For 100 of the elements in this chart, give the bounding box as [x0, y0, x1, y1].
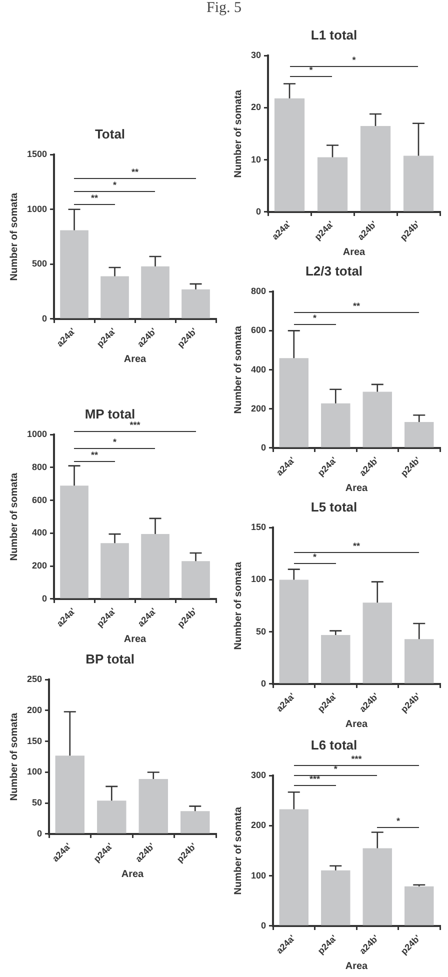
chart-title: L2/3 total	[305, 263, 363, 278]
significance-bracket: *	[290, 66, 332, 77]
annotation: *	[351, 54, 357, 65]
x-axis-title: Area	[124, 634, 147, 645]
x-axis-title: Area	[121, 868, 144, 880]
y-tick-label: 200	[250, 403, 266, 414]
y-tick-label: 800	[250, 286, 266, 296]
y-tick-label: 0	[42, 593, 48, 604]
annotation: **	[90, 450, 100, 460]
bar	[97, 800, 126, 834]
bar	[55, 756, 84, 834]
y-axis-title: Number of somata	[8, 712, 20, 801]
annotation: *	[312, 552, 318, 562]
bar	[100, 543, 129, 598]
significance-bracket: ***	[74, 421, 196, 432]
annotation: **	[130, 166, 140, 177]
significance-bracket: ***	[294, 774, 336, 786]
y-tick-label: 500	[32, 258, 48, 269]
significance-bracket: ***	[294, 755, 420, 766]
y-tick-label: 20	[250, 102, 262, 112]
annotation: *	[312, 313, 318, 324]
significance-bracket: **	[74, 194, 115, 205]
y-tick-label: 0	[256, 206, 262, 216]
bar	[182, 289, 210, 318]
y-tick-label: 100	[26, 766, 42, 777]
bar	[60, 230, 88, 318]
y-tick-label: 400	[250, 364, 266, 374]
significance-bracket: *	[377, 816, 420, 828]
bar	[138, 779, 168, 834]
y-tick-label: 0	[37, 828, 42, 838]
annotation: ***	[308, 774, 321, 784]
annotation: **	[352, 300, 361, 311]
x-axis-title: Area	[345, 718, 368, 730]
y-tick-label: 600	[250, 325, 266, 336]
significance-bracket: **	[294, 302, 420, 313]
significance-bracket: *	[294, 314, 336, 326]
y-tick-label: 800	[32, 462, 48, 472]
y-tick-label: 50	[32, 798, 42, 808]
annotation: **	[90, 192, 100, 203]
bar	[404, 639, 434, 684]
text: Fig. 5	[206, 0, 242, 16]
significance-bracket: *	[74, 438, 156, 449]
bar	[279, 580, 308, 684]
bar	[274, 98, 305, 212]
significance-bracket: *	[74, 180, 156, 192]
significance-bracket: **	[74, 168, 196, 179]
y-tick-label: 200	[32, 560, 48, 571]
bar	[362, 392, 392, 448]
y-tick-label: 400	[32, 528, 48, 538]
significance-bracket: *	[290, 56, 418, 67]
y-tick-label: 150	[250, 522, 266, 532]
bar	[403, 156, 434, 212]
chart-title: MP total	[84, 406, 136, 422]
y-axis-title: Number of somata	[8, 472, 20, 561]
bar	[180, 811, 210, 834]
bar	[182, 561, 210, 598]
x-axis-title: Area	[345, 482, 368, 494]
significance-bracket: *	[294, 552, 336, 564]
bar	[321, 634, 350, 684]
y-axis-title: Number of somata	[8, 192, 20, 281]
y-tick-label: 150	[26, 736, 42, 746]
chart-title: L1 total	[310, 27, 358, 42]
y-tick-label: 300	[250, 770, 266, 780]
y-tick-label: 10	[250, 154, 262, 164]
bar	[279, 809, 308, 926]
y-tick-label: 200	[26, 704, 42, 715]
bar	[317, 157, 348, 212]
bar	[360, 126, 391, 212]
bar	[141, 266, 170, 318]
bar	[321, 870, 350, 926]
x-axis-title: Area	[342, 246, 366, 258]
y-tick-label: 50	[256, 626, 266, 636]
y-tick-label: 1000	[26, 204, 48, 214]
significance-bracket: *	[294, 764, 378, 776]
chart-title: BP total	[86, 651, 134, 666]
significance-bracket: **	[294, 542, 420, 553]
y-tick-label: 100	[250, 574, 266, 584]
chart-title: Total	[94, 126, 126, 142]
bar	[60, 486, 88, 598]
bar	[362, 848, 392, 926]
y-tick-label: 0	[261, 442, 266, 452]
annotation: *	[112, 436, 118, 447]
y-tick-label: 1500	[26, 149, 48, 160]
annotation: *	[308, 64, 314, 75]
bar	[404, 422, 434, 448]
x-axis-title: Area	[345, 960, 368, 972]
y-axis-title: Number of somata	[232, 89, 244, 178]
chart-title: L6 total	[310, 737, 358, 752]
bar	[279, 358, 308, 448]
bar	[362, 602, 392, 684]
bar	[404, 886, 434, 926]
x-axis-title: Area	[124, 354, 147, 365]
bar	[321, 403, 350, 448]
y-axis-title: Number of somata	[232, 561, 244, 650]
y-tick-label: 1000	[26, 429, 48, 440]
y-tick-label: 250	[26, 674, 42, 684]
y-tick-label: 30	[250, 50, 262, 60]
bar	[100, 276, 129, 318]
y-tick-label: 200	[250, 820, 266, 830]
bar	[141, 534, 170, 598]
